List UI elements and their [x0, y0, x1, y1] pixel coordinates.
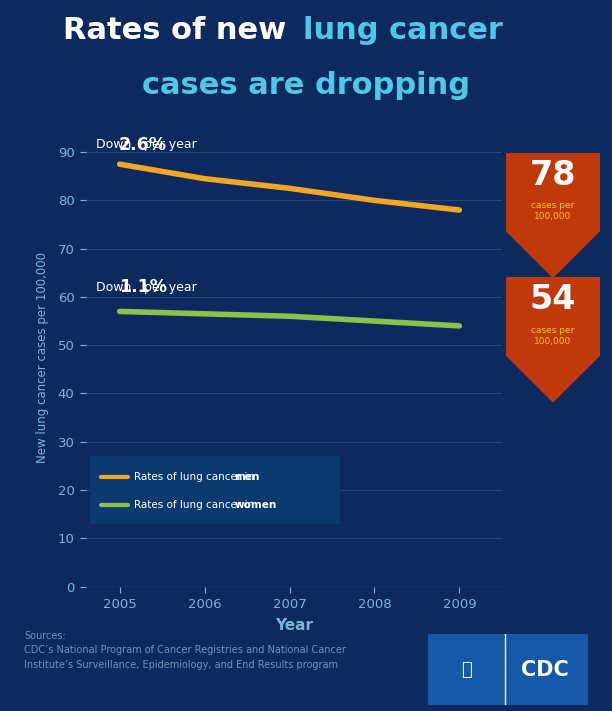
Y-axis label: New lung cancer cases per 100,000: New lung cancer cases per 100,000: [36, 252, 50, 463]
Text: lung cancer: lung cancer: [303, 16, 503, 46]
Text: cases per
100,000: cases per 100,000: [531, 326, 575, 346]
X-axis label: Year: Year: [275, 618, 313, 633]
Text: CDC: CDC: [521, 660, 569, 680]
Text: 🦅: 🦅: [461, 661, 472, 679]
Text: 78: 78: [530, 159, 576, 192]
Text: Rates of new: Rates of new: [63, 16, 297, 46]
Text: Sources:
CDC’s National Program of Cancer Registries and National Cancer
Institu: Sources: CDC’s National Program of Cance…: [24, 631, 346, 670]
Text: Down: Down: [96, 281, 135, 294]
Text: 1.1%: 1.1%: [119, 278, 167, 296]
Text: Down: Down: [96, 139, 135, 151]
Bar: [90, 456, 340, 524]
Text: Rates of lung cancer in: Rates of lung cancer in: [134, 471, 258, 481]
Text: per year: per year: [141, 139, 197, 151]
Bar: [506, 153, 600, 230]
Text: Rates of lung cancer in: Rates of lung cancer in: [134, 500, 258, 510]
Text: per year: per year: [141, 281, 197, 294]
Text: cases are dropping: cases are dropping: [142, 72, 470, 100]
Polygon shape: [506, 354, 600, 402]
Bar: [506, 277, 600, 354]
Text: 54: 54: [530, 283, 576, 316]
Text: women: women: [234, 500, 277, 510]
Text: cases per
100,000: cases per 100,000: [531, 201, 575, 221]
FancyBboxPatch shape: [420, 633, 595, 707]
Text: 2.6%: 2.6%: [119, 136, 167, 154]
Text: men: men: [234, 471, 259, 481]
Polygon shape: [506, 230, 600, 277]
